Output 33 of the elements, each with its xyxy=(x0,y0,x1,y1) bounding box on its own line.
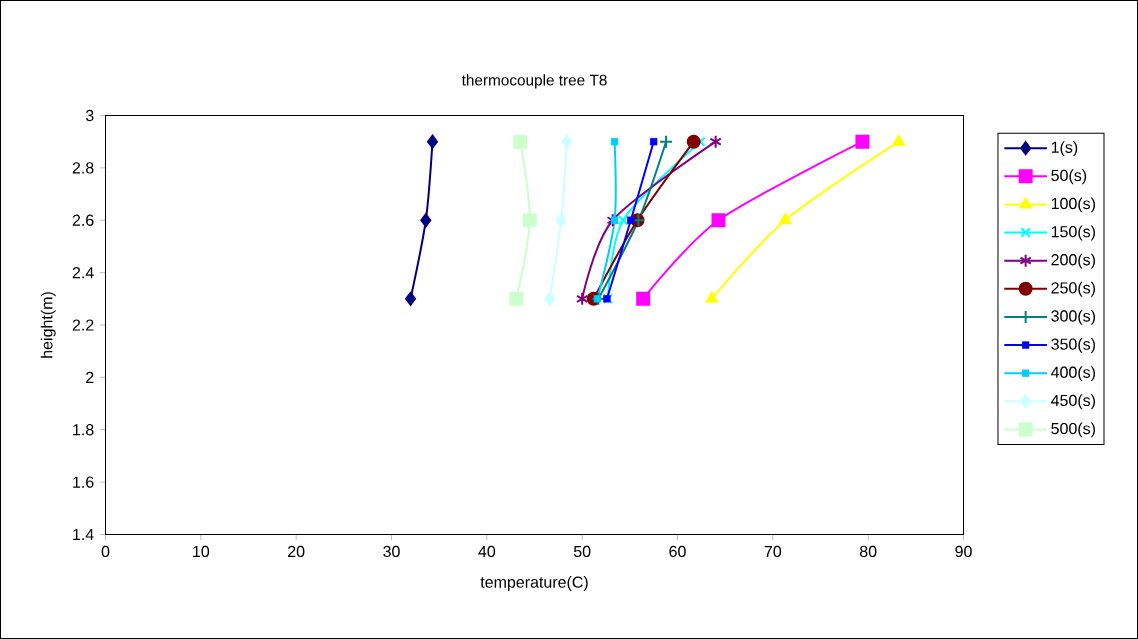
y-tick-label: 1.6 xyxy=(73,476,94,488)
legend-label: 50(s) xyxy=(1051,169,1087,185)
legend-label: 400(s) xyxy=(1051,366,1095,382)
x-tick-label: 20 xyxy=(288,545,305,558)
x-tick-label: 80 xyxy=(859,545,877,558)
y-axis-title: height(m) xyxy=(40,292,56,358)
y-tick-label: 1.8 xyxy=(73,424,94,436)
legend-label: 500(s) xyxy=(1051,422,1095,438)
y-tick-label: 3 xyxy=(85,109,94,122)
legend-label: 100(s) xyxy=(1051,197,1095,213)
legend-label: 1(s) xyxy=(1051,141,1078,157)
x-tick-label: 40 xyxy=(478,545,496,558)
y-tick-label: 2.8 xyxy=(72,162,94,174)
legend-label: 300(s) xyxy=(1051,309,1095,325)
y-tick-label: 2.2 xyxy=(72,319,94,331)
x-tick-label: 30 xyxy=(383,545,400,558)
chart-title: thermocouple tree T8 xyxy=(461,74,607,89)
y-tick-label: 2.4 xyxy=(72,267,94,279)
x-tick-label: 70 xyxy=(764,545,782,558)
x-tick-label: 10 xyxy=(193,545,210,558)
legend-label: 250(s) xyxy=(1051,281,1095,297)
x-tick-label: 50 xyxy=(573,545,591,558)
x-tick-label: 60 xyxy=(669,545,686,558)
y-tick-label: 1.4 xyxy=(73,529,94,540)
legend-label: 200(s) xyxy=(1051,253,1095,269)
x-tick-label: 90 xyxy=(955,545,972,558)
y-tick-label: 2 xyxy=(86,371,94,383)
y-tick-label: 2.6 xyxy=(72,214,94,226)
legend-label: 450(s) xyxy=(1051,394,1095,410)
legend-label: 150(s) xyxy=(1051,225,1095,241)
legend-label: 350(s) xyxy=(1051,338,1095,353)
x-axis-title: temperature(C) xyxy=(480,576,588,591)
x-tick-label: 0 xyxy=(101,545,110,558)
